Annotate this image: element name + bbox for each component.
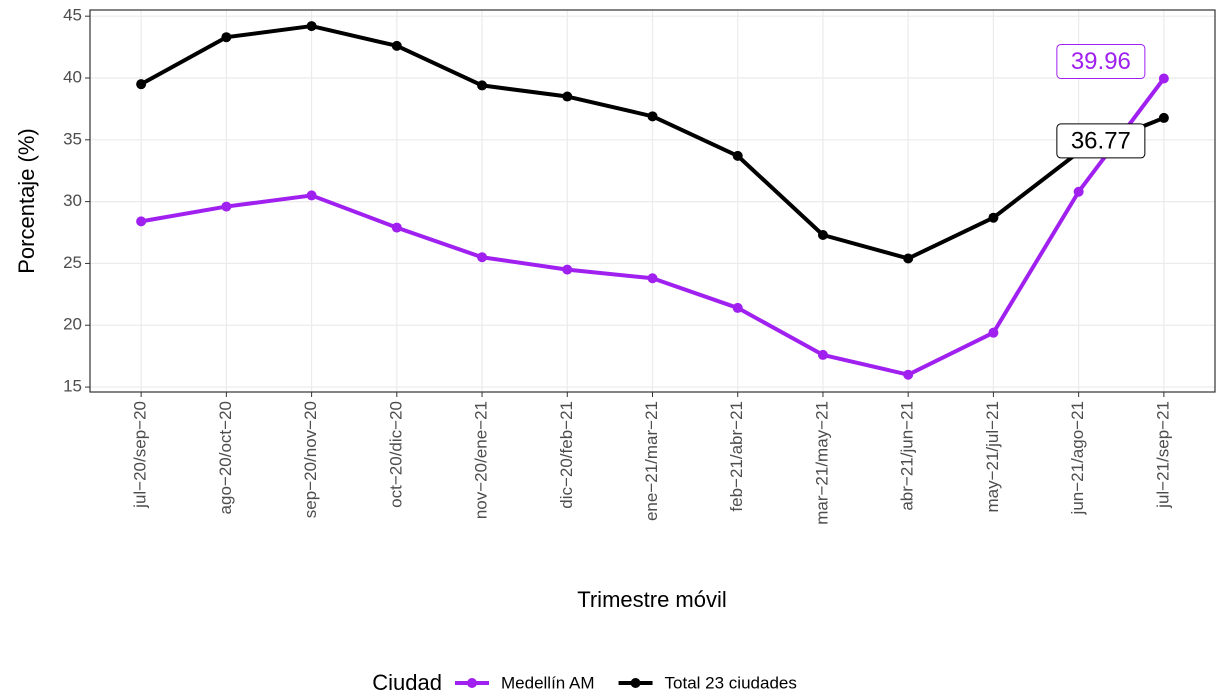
point	[732, 302, 743, 313]
value-label: 39.96	[1071, 48, 1131, 75]
point	[647, 273, 658, 284]
x-tick-label: sep−20/nov−20	[301, 401, 320, 518]
point	[562, 264, 573, 275]
x-tick-label: feb−21/abr−21	[727, 401, 746, 512]
point	[903, 369, 914, 380]
x-tick-label: abr−21/jun−21	[898, 401, 917, 511]
legend-title: Ciudad	[372, 670, 442, 695]
x-tick-label: jul−20/sep−20	[131, 401, 150, 509]
x-tick-label: ene−21/mar−21	[642, 401, 661, 521]
value-label: 36.77	[1071, 127, 1131, 154]
legend-key-point	[630, 678, 641, 688]
point	[562, 91, 573, 102]
x-tick-label: jul−21/sep−21	[1153, 401, 1172, 509]
value-label-box	[1056, 123, 1146, 159]
point	[136, 79, 147, 90]
y-tick-label: 35	[63, 129, 82, 148]
y-tick-label: 20	[63, 315, 82, 334]
y-axis-title: Porcentaje (%)	[14, 128, 39, 274]
point	[221, 32, 232, 43]
x-tick-label: may−21/jul−21	[983, 401, 1002, 513]
y-tick-label: 30	[63, 191, 82, 210]
point	[817, 229, 828, 240]
point	[136, 216, 147, 227]
point	[1158, 112, 1169, 123]
x-tick-label: nov−20/ene−21	[472, 401, 491, 519]
point	[988, 212, 999, 223]
legend-label: Total 23 ciudades	[665, 673, 797, 692]
x-tick-label: ago−20/oct−20	[216, 401, 235, 514]
legend-key-point	[467, 678, 477, 688]
point	[1158, 73, 1169, 84]
x-tick-label: mar−21/may−21	[812, 401, 831, 525]
point	[391, 222, 402, 233]
x-tick-label: dic−20/feb−21	[557, 401, 576, 509]
point	[221, 201, 232, 212]
legend-label: Medellín AM	[501, 673, 595, 692]
x-tick-label: oct−20/dic−20	[386, 401, 405, 508]
point	[391, 40, 402, 51]
y-tick-label: 25	[63, 253, 82, 272]
point	[306, 21, 317, 32]
x-axis-title: Trimestre móvil	[577, 587, 727, 612]
point	[732, 150, 743, 161]
point	[647, 111, 658, 122]
point	[306, 190, 317, 201]
y-tick-label: 45	[63, 6, 82, 25]
value-label-box	[1056, 43, 1146, 79]
x-tick-label: jun−21/ago−21	[1068, 401, 1087, 515]
point	[477, 252, 488, 263]
point	[903, 253, 914, 264]
point	[477, 80, 488, 91]
point	[1073, 186, 1084, 197]
y-tick-label: 40	[63, 67, 82, 86]
y-tick-label: 15	[63, 377, 82, 396]
point	[817, 349, 828, 360]
point	[988, 327, 999, 338]
